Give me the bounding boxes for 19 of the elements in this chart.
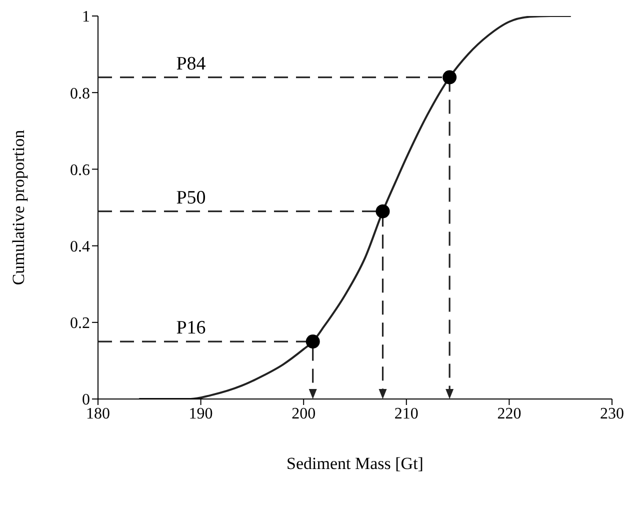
x-tick-label: 190	[188, 405, 213, 422]
x-tick-label: 200	[292, 405, 316, 422]
y-tick-label: 0.6	[70, 162, 90, 179]
y-tick-label: 0.8	[70, 85, 90, 102]
annotation: P84	[176, 53, 206, 74]
annotation: P16	[176, 318, 206, 339]
y-tick-label: 0.2	[70, 315, 90, 332]
line-series	[138, 16, 572, 399]
x-tick-label: 230	[600, 405, 624, 422]
x-tick-label: 210	[394, 405, 418, 422]
y-tick-label: 1	[82, 8, 90, 26]
point	[442, 70, 457, 84]
x-axis-title: Sediment Mass [Gt]	[286, 454, 424, 473]
annotation: P50	[176, 187, 206, 208]
point	[306, 334, 320, 349]
y-tick-label: 0.4	[70, 238, 90, 256]
point	[376, 204, 390, 218]
y-axis-title: Cumulative proportion	[9, 129, 28, 286]
x-tick-label: 220	[497, 405, 522, 422]
